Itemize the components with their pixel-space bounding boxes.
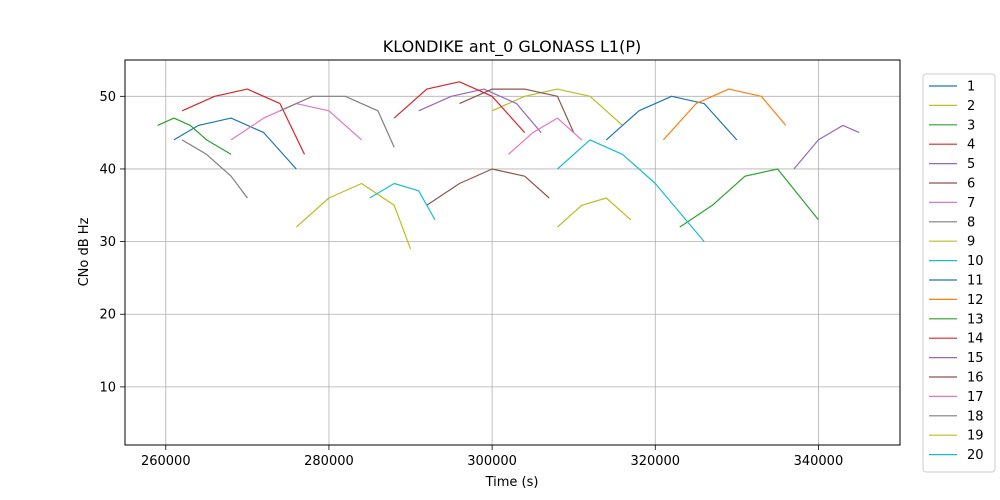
legend-label: 1 xyxy=(967,80,975,95)
x-tick-label: 320000 xyxy=(630,454,680,469)
series-line-16 xyxy=(426,168,550,206)
legend-label: 7 xyxy=(967,196,975,211)
series-layer xyxy=(157,81,860,250)
y-axis: 10 20 30 40 50 xyxy=(99,90,125,395)
x-tick-label: 260000 xyxy=(141,454,191,469)
legend-label: 13 xyxy=(967,312,984,327)
legend-label: 11 xyxy=(967,274,984,289)
y-tick-label: 30 xyxy=(99,235,116,250)
legend-label: 14 xyxy=(967,332,984,347)
y-tick-label: 10 xyxy=(99,380,116,395)
x-axis-label: Time (s) xyxy=(485,475,539,490)
series-line-13 xyxy=(679,168,819,228)
legend-label: 18 xyxy=(967,409,984,424)
series-line-1 xyxy=(173,117,297,170)
series-line-15 xyxy=(793,124,860,170)
legend-label: 10 xyxy=(967,254,984,269)
legend-label: 6 xyxy=(967,177,975,192)
y-axis-label: CNo dB Hz xyxy=(77,217,92,286)
legend-label: 19 xyxy=(967,429,984,444)
series-line-8 xyxy=(279,95,395,148)
series-line-14 xyxy=(393,81,526,134)
series-line-3 xyxy=(157,117,232,155)
legend-box xyxy=(922,73,996,473)
x-tick-label: 280000 xyxy=(304,454,354,469)
series-line-19 xyxy=(557,197,632,228)
series-line-18 xyxy=(181,139,248,199)
legend-label: 4 xyxy=(967,138,975,153)
legend-label: 3 xyxy=(967,118,975,133)
legend-label: 5 xyxy=(967,157,975,172)
series-line-11 xyxy=(605,95,738,141)
x-tick-label: 340000 xyxy=(794,454,844,469)
series-line-5 xyxy=(418,88,542,133)
legend-label: 2 xyxy=(967,99,975,114)
series-line-6 xyxy=(459,88,575,133)
series-line-17 xyxy=(508,117,583,155)
x-tick-label: 300000 xyxy=(467,454,517,469)
y-tick-label: 50 xyxy=(99,90,116,105)
y-tick-label: 40 xyxy=(99,162,116,177)
series-line-12 xyxy=(662,88,787,141)
grid xyxy=(125,60,900,445)
legend-label: 17 xyxy=(967,390,984,405)
plot-frame xyxy=(124,59,901,446)
series-line-20 xyxy=(557,139,705,242)
x-axis: 260000 280000 300000 320000 340000 xyxy=(141,445,843,469)
chart-title: KLONDIKE ant_0 GLONASS L1(P) xyxy=(383,37,641,57)
series-line-10 xyxy=(369,182,436,221)
legend-label: 9 xyxy=(967,235,975,250)
y-tick-label: 20 xyxy=(99,308,116,323)
legend-label: 16 xyxy=(967,371,984,386)
legend-label: 20 xyxy=(967,448,984,463)
legend-label: 12 xyxy=(967,293,984,308)
series-line-4 xyxy=(181,88,306,155)
series-line-2 xyxy=(491,88,623,126)
legend-label: 15 xyxy=(967,351,984,366)
legend-label: 8 xyxy=(967,215,975,230)
series-line-9 xyxy=(295,182,412,250)
series-line-7 xyxy=(230,102,362,141)
